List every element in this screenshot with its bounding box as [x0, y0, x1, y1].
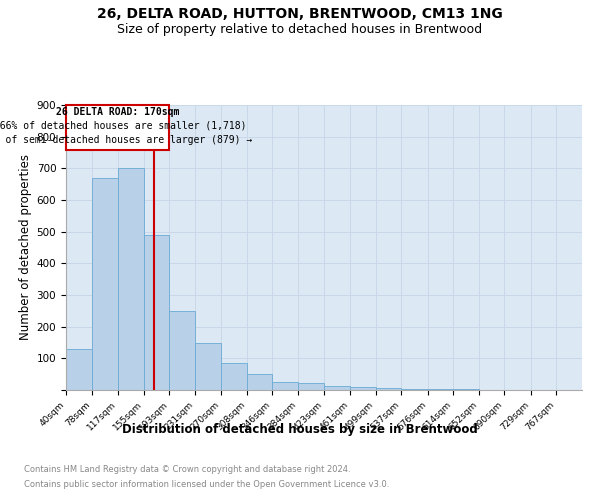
Bar: [350, 388, 376, 390]
Bar: [272, 382, 298, 390]
Text: Contains public sector information licensed under the Open Government Licence v3: Contains public sector information licen…: [24, 480, 389, 489]
Text: 26 DELTA ROAD: 170sqm: 26 DELTA ROAD: 170sqm: [56, 107, 179, 117]
Bar: [66, 349, 92, 390]
Text: Contains HM Land Registry data © Crown copyright and database right 2024.: Contains HM Land Registry data © Crown c…: [24, 465, 350, 474]
Bar: [143, 235, 169, 390]
Bar: [221, 363, 247, 390]
Bar: [298, 383, 325, 390]
Text: Size of property relative to detached houses in Brentwood: Size of property relative to detached ho…: [118, 22, 482, 36]
Bar: [92, 178, 118, 390]
Bar: [325, 386, 350, 390]
Bar: [247, 374, 272, 390]
Text: 34% of semi-detached houses are larger (879) →: 34% of semi-detached houses are larger (…: [0, 135, 253, 145]
Bar: [376, 388, 401, 390]
Bar: [195, 342, 221, 390]
Text: 26, DELTA ROAD, HUTTON, BRENTWOOD, CM13 1NG: 26, DELTA ROAD, HUTTON, BRENTWOOD, CM13 …: [97, 8, 503, 22]
Bar: [169, 311, 195, 390]
Bar: [66, 105, 169, 150]
Bar: [401, 388, 428, 390]
Y-axis label: Number of detached properties: Number of detached properties: [19, 154, 32, 340]
Text: ← 66% of detached houses are smaller (1,718): ← 66% of detached houses are smaller (1,…: [0, 121, 247, 131]
Bar: [428, 389, 453, 390]
Bar: [118, 168, 143, 390]
Text: Distribution of detached houses by size in Brentwood: Distribution of detached houses by size …: [122, 422, 478, 436]
